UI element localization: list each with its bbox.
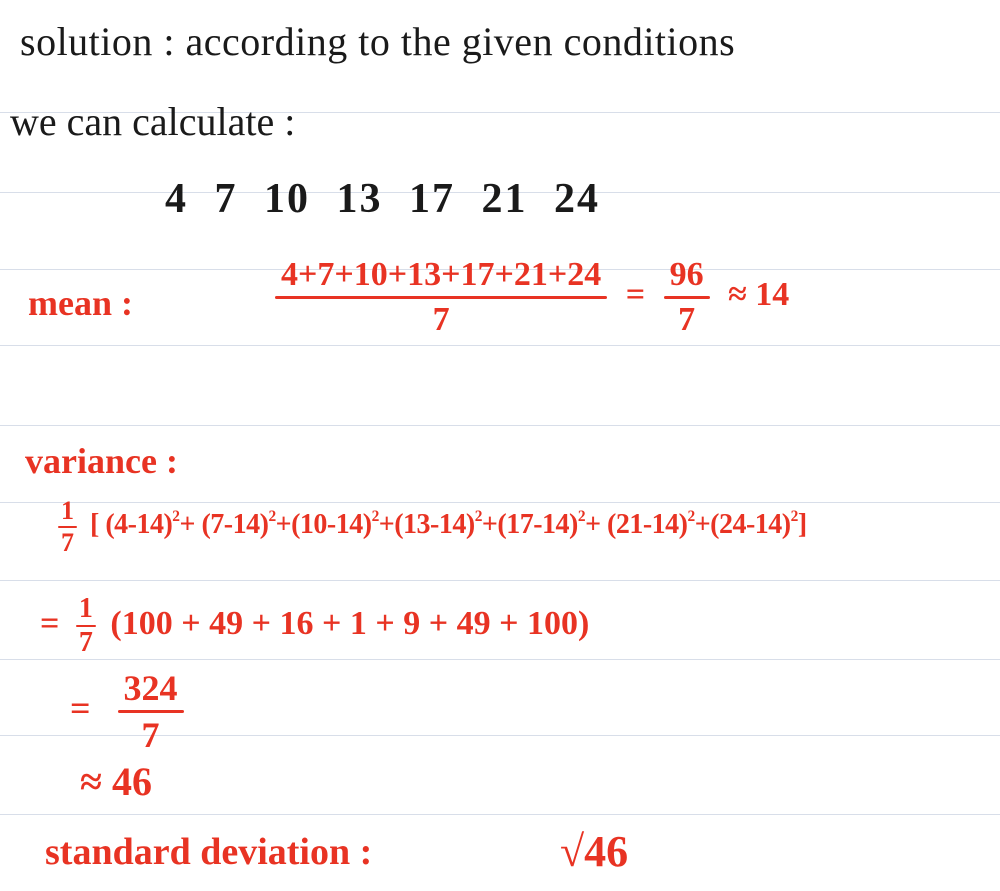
ruled-line	[0, 580, 1000, 581]
ruled-line	[0, 425, 1000, 426]
equals-sign: =	[626, 276, 645, 313]
intro-line-2: we can calculate :	[10, 98, 295, 145]
variance-result-num: 324	[118, 670, 184, 708]
one-seventh-fraction: 1 7	[58, 498, 77, 556]
data-list: 4 7 10 13 17 21 24	[165, 175, 600, 223]
variance-expansion: 1 7 [ (4-14)2+ (7-14)2+(10-14)2+(13-14)2…	[58, 498, 807, 556]
mean-main-fraction: 4+7+10+13+17+21+24 7	[275, 258, 607, 337]
stddev-label: standard deviation :	[45, 830, 372, 874]
ruled-line	[0, 345, 1000, 346]
variance-label: variance :	[25, 440, 178, 482]
frac-den: 7	[76, 629, 96, 657]
frac-num: 1	[76, 595, 96, 623]
equals-sign: =	[40, 605, 59, 642]
variance-approx: ≈ 46	[80, 758, 152, 805]
variance-result-fraction: 324 7	[118, 670, 184, 753]
mean-approx: ≈ 14	[728, 276, 789, 313]
fraction-bar	[275, 296, 607, 299]
mean-sum-numerator: 4+7+10+13+17+21+24	[275, 258, 607, 294]
variance-result-den: 7	[118, 715, 184, 753]
frac-den: 7	[58, 530, 77, 556]
equals-sign: =	[70, 688, 91, 728]
page-root: solution : according to the given condit…	[0, 0, 1000, 891]
ruled-line	[0, 814, 1000, 815]
intro-line-1: solution : according to the given condit…	[20, 18, 735, 65]
fraction-bar	[664, 296, 710, 299]
variance-sum-body: (100 + 49 + 16 + 1 + 9 + 49 + 100)	[110, 605, 589, 642]
mean-result-fraction: 96 7	[664, 258, 710, 337]
variance-fraction-result: = 324 7	[70, 670, 184, 753]
ruled-line	[0, 659, 1000, 660]
one-seventh-fraction: 1 7	[76, 595, 96, 657]
variance-squares-list: [ (4-14)2+ (7-14)2+(10-14)2+(13-14)2+(17…	[90, 509, 807, 540]
mean-denominator: 7	[275, 301, 607, 337]
stddev-value: √46	[560, 826, 628, 877]
frac-num: 1	[58, 498, 77, 524]
mean-expression: 4+7+10+13+17+21+24 7 = 96 7 ≈ 14	[275, 258, 789, 337]
fraction-bar	[118, 710, 184, 713]
mean-result-num: 96	[664, 258, 710, 294]
mean-label: mean :	[28, 282, 133, 324]
mean-result-den: 7	[664, 301, 710, 337]
variance-sum-of-squares: = 1 7 (100 + 49 + 16 + 1 + 9 + 49 + 100)	[40, 595, 589, 657]
